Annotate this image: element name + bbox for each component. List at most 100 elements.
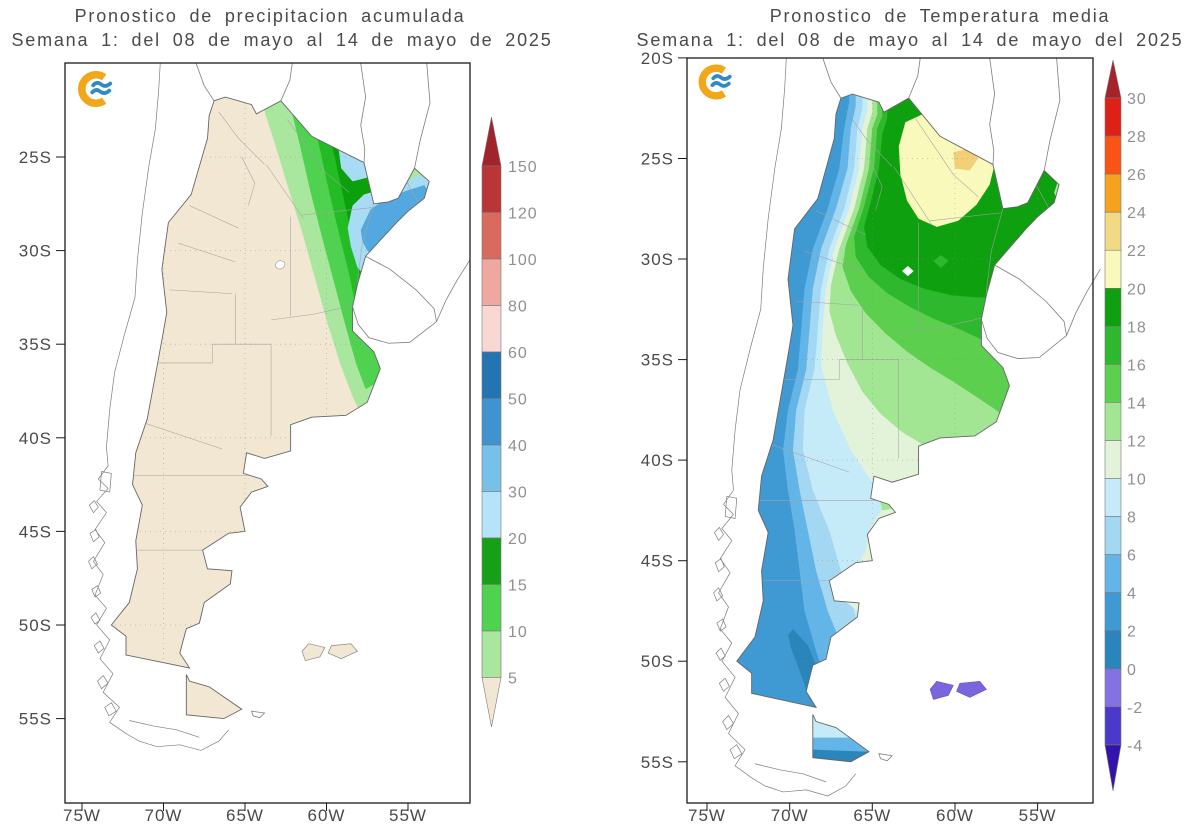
y-tick-label: 30S [641, 250, 674, 269]
colorbar-arrow-down [1104, 744, 1122, 792]
smn-logo-icon [702, 68, 730, 96]
colorbar-label: 4 [1127, 586, 1137, 603]
colorbar-label: 18 [1127, 319, 1147, 336]
y-tick-label: 40S [19, 429, 52, 448]
precip-band-30-40mm [360, 185, 430, 257]
temp-y-axis: 20S 25S 30S 35S 40S 45S 50S 55S [641, 49, 687, 772]
colorbar-segment [1104, 706, 1122, 746]
y-tick-label: 35S [19, 335, 52, 354]
colorbar-label: 26 [1127, 167, 1147, 184]
y-tick-label: 55S [19, 710, 52, 729]
x-tick-label: 70W [145, 806, 183, 824]
precip-band-lt5mm [111, 97, 430, 719]
colorbar-segment [1104, 173, 1122, 213]
colorbar-label: 30 [1127, 91, 1147, 108]
temp-title-line1: Pronostico de Temperatura media [770, 6, 1111, 26]
y-tick-label: 20S [641, 49, 674, 68]
colorbar-label: 20 [1127, 281, 1147, 298]
temp-band-22-24C [953, 148, 979, 171]
colorbar-label: -4 [1127, 738, 1143, 755]
colorbar-segment [481, 584, 502, 632]
colorbar-arrow-down [481, 677, 502, 728]
colorbar-segment [481, 491, 502, 539]
precip-map-fill [111, 97, 430, 719]
colorbar-segment [1104, 516, 1122, 555]
colorbar-label: 12 [1127, 434, 1147, 451]
malvinas-islands [930, 681, 986, 699]
colorbar-label: 28 [1127, 129, 1147, 146]
colorbar-segment [1104, 402, 1122, 441]
colorbar-label: 5 [508, 671, 518, 688]
precip-map-frame [64, 62, 471, 804]
colorbar-label: 8 [1127, 510, 1137, 527]
temp-band-18-20C [864, 94, 1060, 298]
y-tick-label: 45S [641, 552, 674, 571]
x-tick-label: 60W [936, 806, 974, 824]
temp-title-line2: Semana 1: del 08 de mayo al 14 de mayo d… [637, 30, 1184, 50]
x-tick-label: 55W [389, 806, 427, 824]
colorbar-segment [481, 305, 502, 353]
colorbar-segment [1104, 592, 1122, 632]
colorbar-label: 120 [508, 206, 538, 223]
colorbar-label: 30 [508, 485, 528, 502]
colorbar-segment [1104, 249, 1122, 289]
colorbar-label: 14 [1127, 395, 1147, 412]
colorbar-segment [481, 630, 502, 678]
y-tick-label: 35S [641, 351, 674, 370]
precipitation-panel: Pronostico de precipitacion acumulada Se… [11, 6, 552, 825]
colorbar-label: 10 [508, 624, 528, 641]
precip-title-line1: Pronostico de precipitacion acumulada [75, 6, 466, 26]
y-tick-label: 55S [641, 753, 674, 772]
malvinas-islands [302, 644, 357, 661]
precip-y-axis: 25S 30S 35S 40S 45S 50S 55S [19, 148, 65, 729]
x-tick-label: 75W [688, 806, 726, 824]
x-tick-label: 70W [771, 806, 809, 824]
colorbar-label: 40 [508, 438, 528, 455]
colorbar-segment [481, 444, 502, 492]
colorbar-label: 10 [1127, 472, 1147, 489]
colorbar-segment [1104, 364, 1122, 403]
temp-light-diamond [933, 254, 949, 269]
colorbar-segment [481, 258, 502, 306]
colorbar-label: 60 [508, 345, 528, 362]
temperature-panel: Pronostico de Temperatura media Semana 1… [637, 6, 1184, 825]
colorbar-segment [1104, 97, 1122, 137]
y-tick-label: 25S [641, 150, 674, 169]
colorbar-label: 6 [1127, 548, 1137, 565]
colorbar-segment [1104, 325, 1122, 365]
colorbar-label: 150 [508, 159, 538, 176]
smn-logo-icon [82, 75, 110, 104]
temp-map-frame [686, 57, 1094, 804]
x-tick-label: 65W [853, 806, 891, 824]
colorbar-segment [1104, 630, 1122, 670]
colorbar-segment [1104, 478, 1122, 517]
colorbar-label: 0 [1127, 662, 1137, 679]
temp-x-axis: 75W 70W 65W 60W 55W [688, 803, 1056, 825]
y-tick-label: 50S [641, 652, 674, 671]
colorbar-segment [481, 398, 502, 446]
mar-chiquita-lake [275, 261, 285, 269]
x-tick-label: 65W [226, 806, 264, 824]
precip-title-line2: Semana 1: del 08 de mayo al 14 de mayo d… [11, 30, 552, 50]
colorbar-arrow-up [1104, 59, 1122, 99]
colorbar-label: 20 [508, 531, 528, 548]
colorbar-label: 2 [1127, 624, 1137, 641]
colorbar-label: 24 [1127, 205, 1147, 222]
x-tick-label: 75W [63, 806, 101, 824]
colorbar-segment [481, 212, 502, 260]
colorbar-label: 22 [1127, 243, 1147, 260]
colorbar-label: 15 [508, 578, 528, 595]
y-tick-label: 40S [641, 451, 674, 470]
colorbar-label: 50 [508, 392, 528, 409]
precip-x-axis: 75W 70W 65W 60W 55W [63, 803, 427, 825]
colorbar-segment [481, 165, 502, 213]
colorbar-segment [1104, 554, 1122, 593]
colorbar-arrow-up [481, 116, 502, 167]
x-tick-label: 60W [308, 806, 346, 824]
colorbar-segment [1104, 211, 1122, 251]
temp-colorbar: 30 28 26 24 22 20 18 16 14 12 10 8 6 4 2… [1104, 59, 1147, 792]
colorbar-segment [1104, 668, 1122, 708]
colorbar-segment [481, 537, 502, 585]
colorbar-label: 16 [1127, 357, 1147, 374]
